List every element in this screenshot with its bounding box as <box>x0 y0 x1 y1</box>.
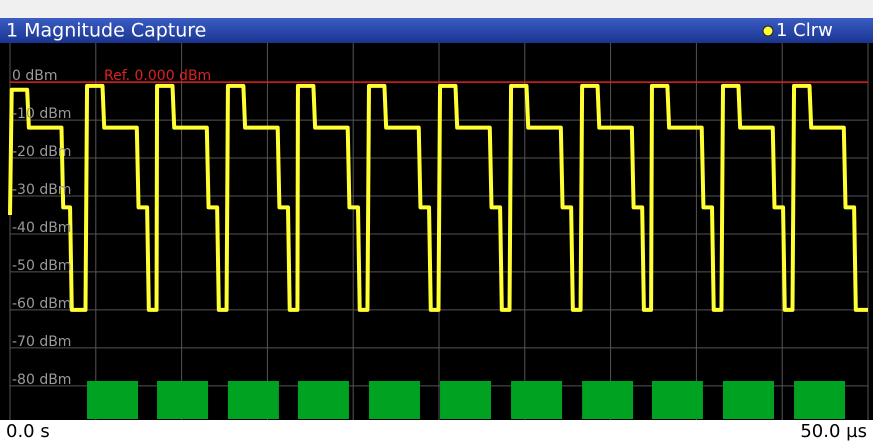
burst-mark <box>297 381 349 419</box>
burst-mark <box>368 381 420 419</box>
y-tick-label: -30 dBm <box>12 182 71 198</box>
top-strip <box>0 0 873 18</box>
window-title: 1 Magnitude Capture <box>6 20 206 42</box>
y-tick-label: -70 dBm <box>12 334 71 350</box>
y-tick-label: -80 dBm <box>12 372 71 388</box>
y-tick-label: -10 dBm <box>12 106 71 122</box>
burst-mark <box>440 381 491 419</box>
title-bar <box>0 18 873 43</box>
legend-dot <box>762 25 774 37</box>
trace <box>8 83 868 312</box>
x-axis-label: 0.0 s <box>6 421 50 442</box>
burst-mark <box>157 381 209 419</box>
burst-mark <box>227 381 279 419</box>
burst-mark <box>794 381 846 419</box>
y-tick-label: -40 dBm <box>12 220 71 236</box>
bottom-bar <box>0 420 873 443</box>
ref-label: Ref. 0.000 dBm <box>104 68 211 84</box>
y-tick-label: -50 dBm <box>12 258 71 274</box>
legend-label: 1 Clrw <box>776 20 833 41</box>
burst-mark <box>582 381 634 419</box>
y-tick-label: 0 dBm <box>12 68 58 84</box>
x-axis-label: 50.0 µs <box>800 421 867 442</box>
y-tick-label: -20 dBm <box>12 144 71 160</box>
burst-mark <box>87 381 139 419</box>
burst-mark <box>511 381 563 419</box>
plot-area <box>0 43 873 420</box>
burst-mark <box>722 381 774 419</box>
burst-mark <box>651 381 703 419</box>
y-tick-label: -60 dBm <box>12 296 71 312</box>
